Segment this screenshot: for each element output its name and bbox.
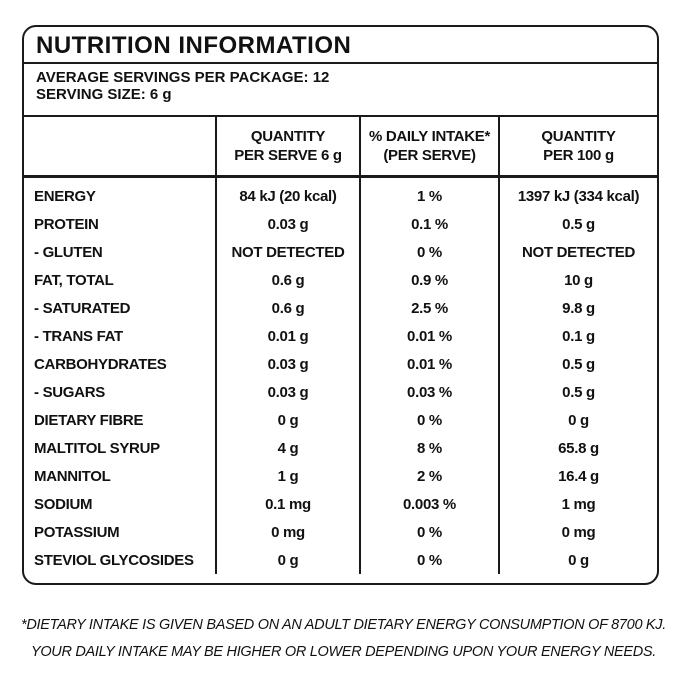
cell: 0 g: [498, 406, 657, 434]
nutrient-label: MALTITOL SYRUP: [34, 439, 160, 457]
cell: 2 %: [359, 462, 499, 490]
cell: 0.1 mg: [215, 490, 360, 518]
header-line: % DAILY INTAKE*: [368, 128, 491, 145]
cell: 1 g: [215, 462, 360, 490]
nutrient-label: MANNITOL: [34, 467, 111, 485]
nutrition-table: QUANTITY PER SERVE 6 g % DAILY INTAKE* (PER…: [24, 117, 657, 574]
nutrition-panel: NUTRITION INFORMATION AVERAGE SERVINGS P…: [22, 25, 659, 585]
header-line: QUANTITY: [541, 128, 616, 145]
header-cell: QUANTITY PER SERVE 6 g: [215, 117, 360, 178]
nutrient-label: SODIUM: [34, 495, 93, 513]
footnote-line: YOUR DAILY INTAKE MAY BE HIGHER OR LOWER…: [30, 644, 657, 660]
cell: 8 %: [359, 434, 499, 462]
cell: 0 %: [359, 406, 499, 434]
header-line: PER SERVE 6 g: [234, 147, 342, 164]
nutrient-label: ENERGY: [34, 187, 96, 205]
cell: 0.03 g: [215, 378, 360, 406]
cell: 0.1 %: [359, 210, 499, 238]
cell: 0.5 g: [498, 378, 657, 406]
nutrient-label: - GLUTEN: [34, 243, 103, 261]
cell: 0.03 %: [359, 378, 499, 406]
cell: 0 %: [359, 238, 499, 266]
cell: 84 kJ (20 kcal): [215, 176, 360, 210]
serving-size: SERVING SIZE: 6 g: [36, 86, 172, 103]
row: ENERGY 84 kJ (20 kcal) 1 % 1397 kJ (334 kca…: [24, 176, 657, 210]
cell: NOT DETECTED: [215, 238, 360, 266]
header-cell: % DAILY INTAKE* (PER SERVE): [359, 117, 499, 178]
row: - TRANS FAT 0.01 g 0.01 % 0.1 g: [24, 322, 657, 350]
cell: 9.8 g: [498, 294, 657, 322]
cell: 0 mg: [498, 518, 657, 546]
row: SODIUM 0.1 mg 0.003 % 1 mg: [24, 490, 657, 518]
cell: 10 g: [498, 266, 657, 294]
nutrient-label: - SUGARS: [34, 383, 105, 401]
cell: 1 mg: [498, 490, 657, 518]
row: FAT, TOTAL 0.6 g 0.9 % 10 g: [24, 266, 657, 294]
cell: 1397 kJ (334 kcal): [498, 176, 657, 210]
cell: 0 mg: [215, 518, 360, 546]
cell: 0.03 g: [215, 210, 360, 238]
nutrient-label: POTASSIUM: [34, 523, 120, 541]
nutrient-label: STEVIOL GLYCOSIDES: [34, 551, 194, 569]
cell: 0.003 %: [359, 490, 499, 518]
header-cell: QUANTITY PER 100 g: [498, 117, 657, 178]
cell: 65.8 g: [498, 434, 657, 462]
cell: 0.01 %: [359, 350, 499, 378]
cell: 0.03 g: [215, 350, 360, 378]
nutrient-label: CARBOHYDRATES: [34, 355, 167, 373]
cell: 0.6 g: [215, 266, 360, 294]
row: CARBOHYDRATES 0.03 g 0.01 % 0.5 g: [24, 350, 657, 378]
cell: 0.9 %: [359, 266, 499, 294]
cell: 0 g: [215, 546, 360, 574]
header-line: (PER SERVE): [383, 147, 476, 164]
cell: 0.5 g: [498, 210, 657, 238]
cell: 2.5 %: [359, 294, 499, 322]
row: - SATURATED 0.6 g 2.5 % 9.8 g: [24, 294, 657, 322]
row: - GLUTEN NOT DETECTED 0 % NOT DETECTED: [24, 238, 657, 266]
cell: 0 g: [215, 406, 360, 434]
cell: 4 g: [215, 434, 360, 462]
cell: 0.01 %: [359, 322, 499, 350]
cell: NOT DETECTED: [498, 238, 657, 266]
row: - SUGARS 0.03 g 0.03 % 0.5 g: [24, 378, 657, 406]
cell: 1 %: [359, 176, 499, 210]
footnote-line: *DIETARY INTAKE IS GIVEN BASED ON AN ADU…: [20, 617, 666, 633]
cell: 0.01 g: [215, 322, 360, 350]
cell: 0 %: [359, 546, 499, 574]
cell: 0 g: [498, 546, 657, 574]
nutrient-label: FAT, TOTAL: [34, 271, 114, 289]
footnote: *DIETARY INTAKE IS GIVEN BASED ON AN ADU…: [0, 612, 687, 666]
header-cell: [24, 117, 216, 178]
header-row: QUANTITY PER SERVE 6 g % DAILY INTAKE* (PER…: [24, 117, 657, 178]
nutrient-label: DIETARY FIBRE: [34, 411, 144, 429]
cell: 0.5 g: [498, 350, 657, 378]
cell: 16.4 g: [498, 462, 657, 490]
header-line: PER 100 g: [543, 147, 614, 164]
nutrient-label: - SATURATED: [34, 299, 131, 317]
cell: 0 %: [359, 518, 499, 546]
servings-per-package: AVERAGE SERVINGS PER PACKAGE: 12: [36, 69, 330, 86]
row: POTASSIUM 0 mg 0 % 0 mg: [24, 518, 657, 546]
serving-info: AVERAGE SERVINGS PER PACKAGE: 12 SERVING…: [24, 64, 657, 117]
nutrient-label: PROTEIN: [34, 215, 99, 233]
row: PROTEIN 0.03 g 0.1 % 0.5 g: [24, 210, 657, 238]
header-line: QUANTITY: [250, 128, 326, 145]
cell: 0.6 g: [215, 294, 360, 322]
cell: 0.1 g: [498, 322, 657, 350]
title: NUTRITION INFORMATION: [24, 27, 657, 64]
nutrient-label: - TRANS FAT: [34, 327, 123, 345]
